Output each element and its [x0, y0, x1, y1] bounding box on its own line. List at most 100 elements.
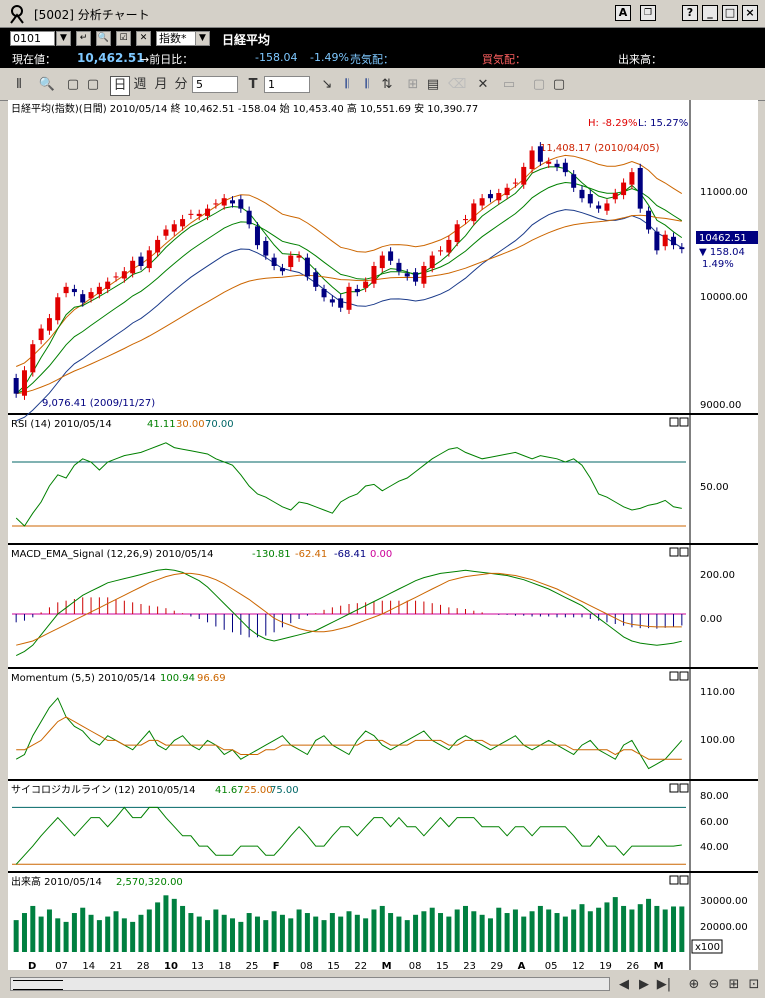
momentum-signal-line [16, 716, 682, 760]
zoom-icon[interactable]: 🔍 [38, 77, 56, 92]
x-tick-label: 23 [463, 961, 476, 972]
candle-icon[interactable]: ⫴ [16, 77, 22, 92]
code-input[interactable]: 0101 [10, 31, 55, 46]
period-week-button[interactable]: 週 [133, 77, 147, 92]
x-tick-label: 13 [191, 961, 204, 972]
doc2-icon[interactable]: ▢ [552, 77, 566, 92]
psy-title: サイコロジカルライン (12) 2010/05/14 [11, 784, 196, 796]
page2-icon[interactable]: ▢ [86, 77, 100, 92]
volume-bar [313, 916, 319, 952]
volume-bar [88, 914, 94, 952]
candle-body [146, 250, 152, 269]
trend-icon[interactable]: ↘ [321, 77, 333, 92]
candle-body [130, 260, 136, 274]
scroll-thumb[interactable] [13, 980, 63, 990]
check-icon[interactable]: ☑ [116, 31, 131, 46]
period-month-button[interactable]: 月 [154, 77, 168, 92]
zoom-out-icon[interactable]: ⊖ [708, 977, 720, 992]
volume-bar [346, 911, 352, 952]
x-tick-label: A [518, 961, 526, 972]
fullscreen-icon[interactable]: ⊡ [748, 977, 760, 992]
maximize-button[interactable]: □ [722, 5, 738, 21]
doc-icon[interactable]: ▢ [532, 77, 546, 92]
volume-bar [404, 920, 410, 952]
volume-bar [662, 909, 668, 952]
horizontal-scrollbar[interactable] [10, 977, 610, 991]
panel-buttons[interactable] [669, 417, 689, 885]
volume-bar [71, 913, 77, 952]
candle-body [221, 198, 227, 206]
scroll-end-icon[interactable]: ▶| [656, 977, 672, 992]
period-day-button[interactable]: 日 [110, 76, 130, 96]
last-pct: 1.49% [702, 259, 734, 270]
volume-bar [671, 906, 677, 952]
candle-body [621, 182, 627, 196]
candle-body [180, 219, 186, 227]
scroll-right-icon[interactable]: ▶ [639, 977, 649, 992]
sort-icon[interactable]: ⇅ [381, 77, 393, 92]
copy-icon[interactable]: ❐ [640, 5, 656, 21]
rsi-title: RSI (14) 2010/05/14 [11, 419, 112, 430]
volume-bar [479, 914, 485, 952]
candle-body [346, 286, 352, 310]
save-icon[interactable]: ▭ [502, 77, 516, 92]
help-button[interactable]: ? [682, 5, 698, 21]
volume-bar [654, 905, 660, 952]
candle-body [96, 286, 102, 295]
volume-bar [396, 916, 402, 952]
volume-bar [379, 905, 385, 952]
minute-select[interactable]: 5 [192, 76, 238, 93]
grid-toggle-icon[interactable]: ⊞ [728, 977, 740, 992]
close-button[interactable]: × [742, 5, 758, 21]
candle-body [304, 257, 310, 277]
candle-body [596, 205, 602, 209]
volume-bar [679, 906, 685, 952]
zoom-in-icon[interactable]: ⊕ [688, 977, 700, 992]
macd-v1: -130.81 [252, 549, 291, 560]
volume-bar [587, 911, 593, 952]
bars-icon[interactable]: 𝄃 [345, 77, 349, 92]
window-title: [5002] 分析チャート [34, 8, 150, 22]
candle-body [254, 226, 260, 246]
enter-icon[interactable]: ↵ [76, 31, 91, 46]
volume-ytick-20000: 20000.00 [700, 922, 748, 933]
scroll-left-icon[interactable]: ◀ [619, 977, 629, 992]
candle-body [612, 193, 618, 200]
eraser-icon[interactable]: ⌫ [448, 77, 467, 92]
index-type-dropdown-icon[interactable]: ▼ [195, 31, 210, 46]
search-icon[interactable]: 🔍 [96, 31, 111, 46]
volume-bar [579, 904, 585, 952]
main-panel-header: 日経平均(指数)(日間) 2010/05/14 終 10,462.51 -158… [11, 102, 478, 115]
instrument-name: 日経平均 [222, 33, 271, 47]
minimize-button[interactable]: _ [702, 5, 718, 21]
candle-body [604, 203, 610, 211]
volume-bar [146, 909, 152, 952]
volume-bar [562, 916, 568, 952]
font-a-button[interactable]: A [615, 5, 631, 21]
period-min-button[interactable]: 分 [174, 77, 188, 92]
candle-body [313, 272, 319, 287]
volume-bar [371, 909, 377, 952]
volume-bar [329, 913, 335, 952]
t-button[interactable]: T [248, 77, 258, 92]
candle-body [512, 182, 518, 184]
volume-bar [454, 909, 460, 952]
x-tick-label: 28 [137, 961, 150, 972]
psy-v2: 25.00 [244, 785, 273, 796]
delete-icon[interactable]: ✕ [477, 77, 489, 92]
t-select[interactable]: 1 [264, 76, 310, 93]
page-icon[interactable]: ▢ [66, 77, 80, 92]
index-type-select[interactable]: 指数* [156, 31, 196, 46]
candle-body [679, 247, 685, 250]
volume-bar [429, 907, 435, 952]
clear-icon[interactable]: ✕ [136, 31, 151, 46]
code-dropdown-icon[interactable]: ▼ [56, 31, 71, 46]
volume-bar [271, 911, 277, 952]
grid-icon[interactable]: ⊞ [407, 77, 419, 92]
bars2-icon[interactable]: 𝄃 [365, 77, 369, 92]
volume-bar [462, 905, 468, 952]
table-icon[interactable]: ▤ [426, 77, 440, 92]
volume-bar [363, 918, 369, 952]
candle-body [487, 194, 493, 199]
volume-bar [196, 916, 202, 952]
